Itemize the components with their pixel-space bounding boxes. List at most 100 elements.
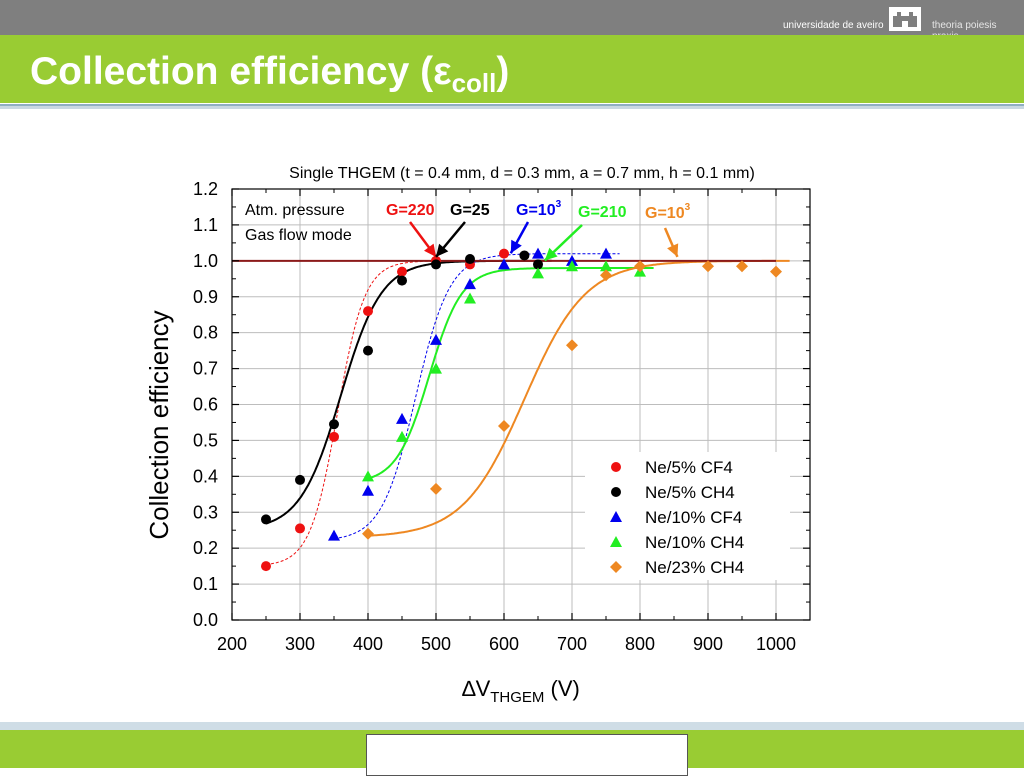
y-tick-label: 0.8: [193, 323, 218, 343]
gain-label-sup: 3: [556, 199, 562, 210]
y-tick-label: 0.4: [193, 466, 218, 486]
top-bar: [0, 0, 1024, 35]
y-tick-labels: 0.0 0.1 0.2 0.3 0.4 0.5 0.6 0.7 0.8 0.9 1.0 1.1 1.2: [193, 179, 218, 630]
data-points: [261, 247, 782, 572]
x-tick-label: 300: [285, 634, 315, 654]
gain-label-text: G=210: [578, 204, 627, 221]
gain-label-0: G=220: [386, 202, 435, 219]
data-point-s1: [363, 345, 373, 356]
gain-arrowhead-0: [424, 243, 436, 257]
gain-label-4: G=103: [645, 202, 691, 222]
legend-label-4: Ne/23% CH4: [645, 558, 744, 577]
data-point-s4: [634, 260, 646, 273]
chart-title: Single THGEM (t = 0.4 mm, d = 0.3 mm, a …: [289, 165, 755, 182]
title-subscript: coll: [451, 68, 497, 98]
legend: Ne/5% CF4 Ne/5% CH4 Ne/10% CF4 Ne/10% CH4 Ne…: [585, 452, 790, 580]
data-point-s0: [329, 431, 339, 442]
title-end: ): [496, 50, 510, 93]
gain-label-sup: 3: [685, 202, 691, 213]
x-tick-label: 900: [693, 634, 723, 654]
data-point-s0: [397, 266, 407, 277]
gain-arrowhead-3: [544, 247, 558, 261]
gain-label-text: G=10: [516, 202, 556, 219]
data-point-s4: [430, 482, 442, 495]
footer-box: [366, 734, 688, 776]
data-point-s2: [464, 278, 476, 290]
x-tick-label: 200: [217, 634, 247, 654]
x-tick-labels: 200 300 400 500 600 700 800 900 1000: [217, 634, 796, 654]
data-point-s4: [600, 269, 612, 282]
y-tick-label: 0.6: [193, 395, 218, 415]
university-logo-icon: [889, 7, 921, 31]
data-point-s3: [532, 267, 544, 279]
data-point-s3: [464, 292, 476, 304]
x-tick-label: 1000: [756, 634, 796, 654]
legend-marker-4: [610, 561, 622, 573]
university-name: universidade de aveiro: [783, 20, 884, 31]
x-axis-label-sub: THGEM: [490, 689, 544, 706]
y-tick-label: 1.2: [193, 179, 218, 199]
x-tick-label: 600: [489, 634, 519, 654]
x-axis-label-unit: (V): [544, 676, 579, 701]
gain-label-text: G=10: [645, 205, 685, 222]
condition-gas-flow: Gas flow mode: [245, 227, 352, 244]
data-point-s2: [600, 247, 612, 259]
data-point-s3: [600, 260, 612, 272]
data-point-s3: [396, 430, 408, 442]
legend-label-2: Ne/10% CF4: [645, 508, 742, 527]
y-tick-label: 1.0: [193, 251, 218, 271]
legend-box: [585, 452, 790, 580]
data-point-s2: [532, 247, 544, 259]
y-tick-label: 1.1: [193, 215, 218, 235]
y-tick-label: 0.9: [193, 287, 218, 307]
y-tick-label: 0.3: [193, 502, 218, 522]
gain-arrowhead-2: [510, 239, 522, 254]
data-point-s3: [430, 362, 442, 374]
data-point-s1: [465, 254, 475, 265]
x-tick-label: 400: [353, 634, 383, 654]
data-point-s1: [533, 259, 543, 270]
gain-arrowhead-4: [667, 243, 679, 257]
title-main: Collection efficiency (ε: [30, 50, 452, 93]
page-title: Collection efficiency (εcoll): [30, 50, 509, 99]
condition-atm-pressure: Atm. pressure: [245, 202, 345, 219]
y-tick-label: 0.2: [193, 538, 218, 558]
legend-label-0: Ne/5% CF4: [645, 458, 733, 477]
x-tick-label: 500: [421, 634, 451, 654]
gain-label-1: G=25: [450, 202, 490, 219]
data-point-s4: [702, 260, 714, 273]
fit-curve-3: [367, 267, 654, 480]
gain-annotations: G=220 G=25 G=103 G=210 G=103: [386, 199, 691, 262]
fit-curve-1: [265, 259, 552, 525]
data-point-s2: [498, 258, 510, 270]
data-point-s1: [261, 514, 271, 525]
data-point-s3: [566, 260, 578, 272]
data-point-s0: [261, 561, 271, 572]
data-point-s4: [566, 339, 578, 352]
data-point-s2: [328, 529, 340, 541]
legend-marker-3: [610, 536, 622, 547]
legend-marker-1: [611, 487, 621, 497]
data-point-s1: [519, 250, 530, 261]
y-tick-label: 0.1: [193, 574, 218, 594]
footer-line: [0, 722, 1024, 730]
data-point-s1: [397, 275, 407, 286]
data-point-s2: [396, 412, 408, 424]
legend-marker-0: [611, 462, 621, 472]
data-point-s0: [295, 523, 305, 534]
data-point-s2: [362, 484, 374, 496]
data-point-s4: [362, 527, 374, 540]
gain-arrowhead-1: [436, 243, 449, 257]
data-point-s1: [295, 474, 305, 485]
title-separator: [0, 104, 1024, 106]
x-axis-label: ∆VTHGEM (V): [462, 676, 580, 706]
data-point-s1: [329, 419, 339, 430]
legend-marker-2: [610, 511, 622, 522]
y-tick-label: 0.0: [193, 610, 218, 630]
data-point-s2: [430, 333, 442, 345]
legend-label-1: Ne/5% CH4: [645, 483, 735, 502]
gain-label-2: G=103: [516, 199, 562, 219]
title-separator-light: [0, 106, 1024, 109]
gain-label-text: G=25: [450, 202, 490, 219]
